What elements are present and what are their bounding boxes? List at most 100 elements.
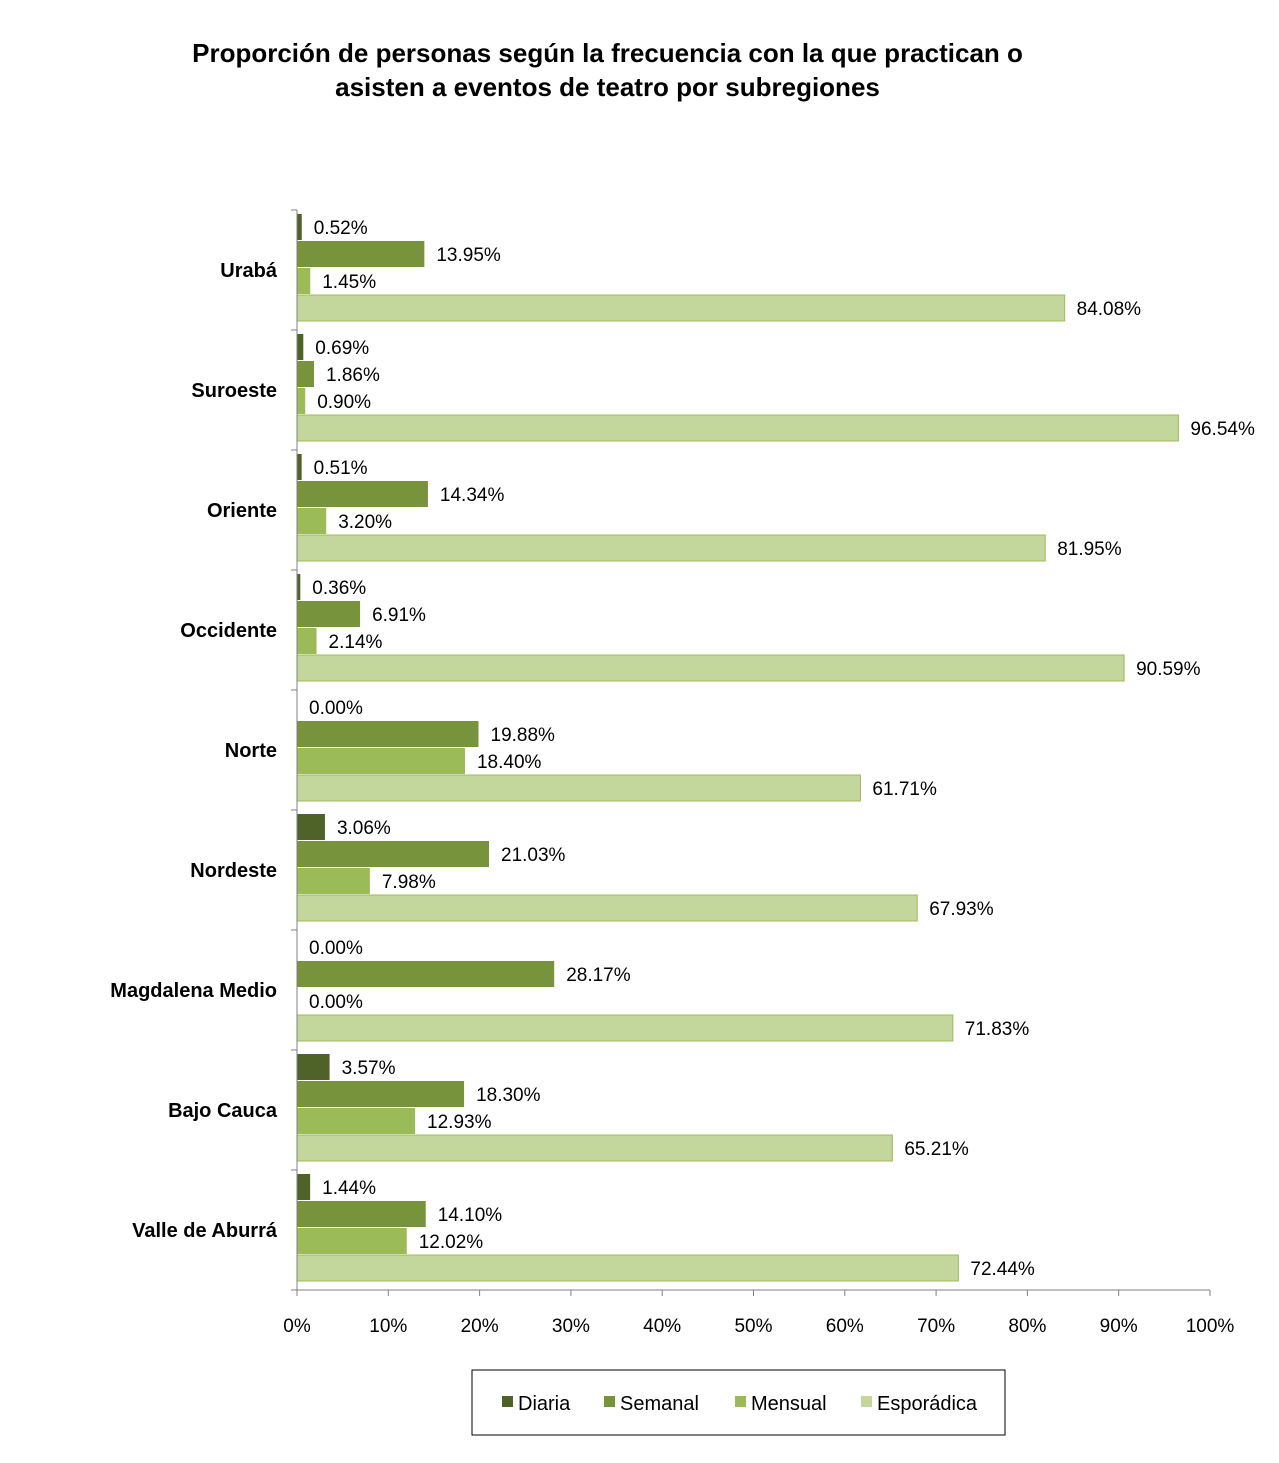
bar-suroeste-esporadica xyxy=(296,414,1179,442)
bar-bajo-cauca-esporadica xyxy=(296,1134,893,1162)
x-tick-label: 10% xyxy=(369,1316,407,1337)
category-label-magdalena-medio: Magdalena Medio xyxy=(110,980,277,1002)
chart-title-line-2: asisten a eventos de teatro por subregio… xyxy=(335,72,880,102)
data-label-occidente-semanal: 6.91% xyxy=(372,605,426,626)
bar-uraba-esporadica xyxy=(296,294,1066,322)
data-label-magdalena-medio-esporadica: 71.83% xyxy=(965,1019,1030,1040)
bar-norte-semanal xyxy=(297,721,479,747)
data-label-valle-de-aburra-semanal: 14.10% xyxy=(438,1205,503,1226)
chart-title-line-1: Proporción de personas según la frecuenc… xyxy=(192,38,1023,68)
legend-label-diaria: Diaria xyxy=(518,1393,571,1415)
x-tick-label: 0% xyxy=(283,1316,311,1337)
data-label-bajo-cauca-diaria: 3.57% xyxy=(342,1058,396,1079)
legend-label-mensual: Mensual xyxy=(751,1393,827,1415)
bar-occidente-esporadica xyxy=(296,654,1125,682)
bar-nordeste-esporadica xyxy=(296,894,918,922)
data-label-nordeste-semanal: 21.03% xyxy=(501,845,566,866)
bar-magdalena-medio-esporadica xyxy=(296,1014,954,1042)
legend-swatch-semanal xyxy=(604,1396,615,1407)
data-label-suroeste-esporadica: 96.54% xyxy=(1190,419,1255,440)
legend-swatch-esporadica xyxy=(861,1396,872,1407)
bar-uraba-diaria xyxy=(297,214,302,240)
category-label-oriente: Oriente xyxy=(207,500,277,522)
data-label-occidente-mensual: 2.14% xyxy=(329,632,383,653)
data-label-oriente-diaria: 0.51% xyxy=(314,458,368,479)
bar-valle-de-aburra-mensual xyxy=(297,1228,407,1254)
bar-oriente-mensual xyxy=(297,508,327,534)
bar-suroeste-mensual xyxy=(297,388,306,414)
data-label-norte-esporadica: 61.71% xyxy=(872,779,937,800)
x-tick-label: 50% xyxy=(734,1316,772,1337)
category-label-suroeste: Suroeste xyxy=(191,380,277,402)
bar-valle-de-aburra-semanal xyxy=(297,1201,426,1227)
data-label-valle-de-aburra-esporadica: 72.44% xyxy=(970,1259,1035,1280)
category-label-valle-de-aburra: Valle de Aburrá xyxy=(132,1220,278,1242)
x-tick-label: 20% xyxy=(461,1316,499,1337)
category-label-occidente: Occidente xyxy=(180,620,277,642)
bar-norte-esporadica xyxy=(296,774,861,802)
x-tick-label: 30% xyxy=(552,1316,590,1337)
bar-nordeste-mensual xyxy=(297,868,370,894)
data-label-bajo-cauca-esporadica: 65.21% xyxy=(904,1139,969,1160)
data-label-oriente-semanal: 14.34% xyxy=(440,485,505,506)
bar-occidente-semanal xyxy=(297,601,361,627)
bar-uraba-mensual xyxy=(297,268,311,294)
category-label-uraba: Urabá xyxy=(220,260,278,282)
bar-nordeste-semanal xyxy=(297,841,490,867)
x-tick-label: 90% xyxy=(1100,1316,1138,1337)
data-label-norte-diaria: 0.00% xyxy=(309,698,363,719)
data-label-magdalena-medio-mensual: 0.00% xyxy=(309,992,363,1013)
bar-valle-de-aburra-esporadica xyxy=(296,1254,959,1282)
bar-uraba-semanal xyxy=(297,241,425,267)
bar-suroeste-diaria xyxy=(297,334,304,360)
bar-bajo-cauca-mensual xyxy=(297,1108,416,1134)
bar-oriente-semanal xyxy=(297,481,428,507)
bar-bajo-cauca-diaria xyxy=(297,1054,330,1080)
legend-label-semanal: Semanal xyxy=(620,1393,699,1415)
data-label-suroeste-diaria: 0.69% xyxy=(315,338,369,359)
bar-valle-de-aburra-diaria xyxy=(297,1174,311,1200)
legend-swatch-mensual xyxy=(735,1396,746,1407)
bar-nordeste-diaria xyxy=(297,814,325,840)
data-label-nordeste-esporadica: 67.93% xyxy=(929,899,994,920)
x-tick-label: 60% xyxy=(826,1316,864,1337)
bar-bajo-cauca-semanal xyxy=(297,1081,465,1107)
data-label-valle-de-aburra-mensual: 12.02% xyxy=(419,1232,484,1253)
bar-suroeste-semanal xyxy=(297,361,314,387)
data-label-occidente-esporadica: 90.59% xyxy=(1136,659,1201,680)
x-tick-label: 40% xyxy=(643,1316,681,1337)
bar-oriente-esporadica xyxy=(296,534,1046,562)
data-label-bajo-cauca-semanal: 18.30% xyxy=(476,1085,541,1106)
data-label-norte-mensual: 18.40% xyxy=(477,752,542,773)
chart-title: Proporción de personas según la frecuenc… xyxy=(0,36,1215,104)
data-label-occidente-diaria: 0.36% xyxy=(312,578,366,599)
data-label-magdalena-medio-diaria: 0.00% xyxy=(309,938,363,959)
bar-occidente-diaria xyxy=(297,574,301,600)
data-label-nordeste-mensual: 7.98% xyxy=(382,872,436,893)
data-label-uraba-esporadica: 84.08% xyxy=(1077,299,1142,320)
category-label-bajo-cauca: Bajo Cauca xyxy=(168,1100,278,1122)
category-label-nordeste: Nordeste xyxy=(190,860,277,882)
data-label-magdalena-medio-semanal: 28.17% xyxy=(566,965,631,986)
bar-magdalena-medio-semanal xyxy=(297,961,555,987)
data-label-oriente-mensual: 3.20% xyxy=(338,512,392,533)
legend-label-esporadica: Esporádica xyxy=(877,1393,978,1415)
data-label-norte-semanal: 19.88% xyxy=(491,725,556,746)
data-label-uraba-diaria: 0.52% xyxy=(314,218,368,239)
legend-swatch-diaria xyxy=(502,1396,513,1407)
x-tick-label: 80% xyxy=(1008,1316,1046,1337)
data-label-valle-de-aburra-diaria: 1.44% xyxy=(322,1178,376,1199)
data-label-uraba-semanal: 13.95% xyxy=(436,245,501,266)
x-tick-label: 100% xyxy=(1186,1316,1235,1337)
x-tick-label: 70% xyxy=(917,1316,955,1337)
category-label-norte: Norte xyxy=(225,740,277,762)
data-label-suroeste-mensual: 0.90% xyxy=(317,392,371,413)
data-label-oriente-esporadica: 81.95% xyxy=(1057,539,1122,560)
data-label-suroeste-semanal: 1.86% xyxy=(326,365,380,386)
data-label-bajo-cauca-mensual: 12.93% xyxy=(427,1112,492,1133)
bar-occidente-mensual xyxy=(297,628,317,654)
bar-oriente-diaria xyxy=(297,454,302,480)
bar-norte-mensual xyxy=(297,748,465,774)
data-label-uraba-mensual: 1.45% xyxy=(322,272,376,293)
